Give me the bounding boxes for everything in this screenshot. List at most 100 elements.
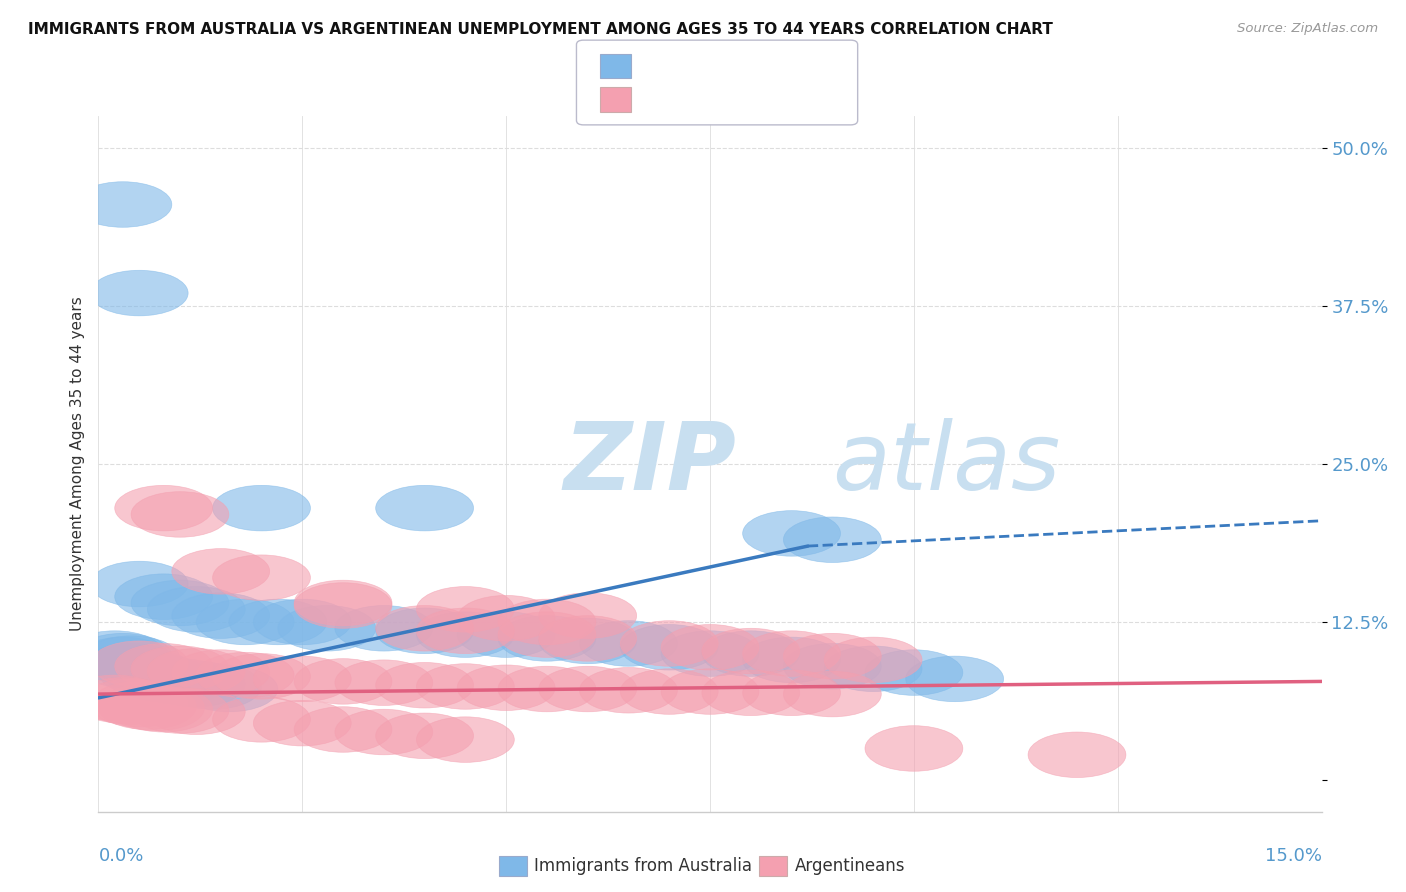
- Ellipse shape: [163, 664, 262, 709]
- Ellipse shape: [905, 657, 1004, 702]
- Ellipse shape: [824, 637, 922, 682]
- Ellipse shape: [82, 679, 180, 724]
- Ellipse shape: [82, 636, 180, 681]
- Text: IMMIGRANTS FROM AUSTRALIA VS ARGENTINEAN UNEMPLOYMENT AMONG AGES 35 TO 44 YEARS : IMMIGRANTS FROM AUSTRALIA VS ARGENTINEAN…: [28, 22, 1053, 37]
- Ellipse shape: [90, 641, 188, 687]
- Text: R = 0.230: R = 0.230: [643, 57, 741, 75]
- Ellipse shape: [82, 643, 180, 689]
- Ellipse shape: [180, 666, 278, 712]
- Ellipse shape: [498, 612, 596, 657]
- Ellipse shape: [498, 666, 596, 712]
- Ellipse shape: [457, 612, 555, 657]
- Ellipse shape: [457, 665, 555, 711]
- Ellipse shape: [253, 599, 352, 645]
- Ellipse shape: [783, 643, 882, 689]
- Ellipse shape: [375, 608, 474, 654]
- Ellipse shape: [335, 606, 433, 651]
- Text: 0.0%: 0.0%: [98, 847, 143, 864]
- Ellipse shape: [90, 681, 188, 727]
- Ellipse shape: [661, 631, 759, 676]
- Ellipse shape: [115, 687, 212, 732]
- Ellipse shape: [498, 615, 596, 661]
- Ellipse shape: [172, 549, 270, 594]
- Text: R = 0.033: R = 0.033: [643, 90, 741, 108]
- Text: N = 58: N = 58: [751, 90, 818, 108]
- Ellipse shape: [865, 649, 963, 696]
- Ellipse shape: [90, 561, 188, 607]
- Ellipse shape: [253, 700, 352, 746]
- Ellipse shape: [416, 717, 515, 763]
- Ellipse shape: [131, 491, 229, 537]
- Y-axis label: Unemployment Among Ages 35 to 44 years: Unemployment Among Ages 35 to 44 years: [69, 296, 84, 632]
- Ellipse shape: [212, 654, 311, 699]
- Ellipse shape: [375, 485, 474, 531]
- Ellipse shape: [416, 612, 515, 657]
- Ellipse shape: [294, 580, 392, 626]
- Ellipse shape: [416, 664, 515, 709]
- Ellipse shape: [172, 649, 270, 696]
- Ellipse shape: [131, 658, 229, 704]
- Ellipse shape: [416, 608, 515, 654]
- Ellipse shape: [375, 663, 474, 708]
- Ellipse shape: [742, 637, 841, 682]
- Ellipse shape: [131, 646, 229, 691]
- Ellipse shape: [579, 621, 678, 666]
- Ellipse shape: [538, 666, 637, 712]
- Ellipse shape: [661, 624, 759, 670]
- Ellipse shape: [620, 669, 718, 714]
- Ellipse shape: [783, 517, 882, 563]
- Ellipse shape: [824, 646, 922, 691]
- Ellipse shape: [107, 654, 204, 699]
- Ellipse shape: [742, 510, 841, 557]
- Ellipse shape: [98, 684, 197, 730]
- Ellipse shape: [865, 726, 963, 772]
- Ellipse shape: [115, 485, 212, 531]
- Ellipse shape: [538, 618, 637, 664]
- Ellipse shape: [212, 485, 311, 531]
- Ellipse shape: [1028, 732, 1126, 778]
- Ellipse shape: [702, 628, 800, 673]
- Ellipse shape: [229, 599, 326, 645]
- Ellipse shape: [212, 697, 311, 742]
- Ellipse shape: [115, 657, 212, 702]
- Ellipse shape: [620, 621, 718, 666]
- Ellipse shape: [538, 615, 637, 661]
- Ellipse shape: [620, 624, 718, 670]
- Ellipse shape: [742, 631, 841, 676]
- Text: Source: ZipAtlas.com: Source: ZipAtlas.com: [1237, 22, 1378, 36]
- Ellipse shape: [148, 689, 245, 734]
- Ellipse shape: [375, 606, 474, 651]
- Ellipse shape: [115, 643, 212, 689]
- Ellipse shape: [75, 182, 172, 227]
- Text: N = 42: N = 42: [751, 57, 818, 75]
- Ellipse shape: [107, 685, 204, 731]
- Ellipse shape: [783, 633, 882, 679]
- Ellipse shape: [457, 595, 555, 641]
- Ellipse shape: [115, 574, 212, 619]
- Ellipse shape: [294, 706, 392, 752]
- Ellipse shape: [90, 270, 188, 316]
- Ellipse shape: [498, 599, 596, 645]
- Text: Immigrants from Australia: Immigrants from Australia: [534, 857, 752, 875]
- Ellipse shape: [742, 670, 841, 715]
- Ellipse shape: [661, 669, 759, 714]
- Ellipse shape: [294, 582, 392, 628]
- Ellipse shape: [131, 580, 229, 626]
- Ellipse shape: [148, 648, 245, 694]
- Ellipse shape: [335, 709, 433, 755]
- Ellipse shape: [172, 593, 270, 639]
- Ellipse shape: [197, 599, 294, 645]
- Ellipse shape: [66, 675, 163, 721]
- Ellipse shape: [212, 555, 311, 600]
- Ellipse shape: [75, 633, 172, 679]
- Ellipse shape: [783, 672, 882, 717]
- Ellipse shape: [278, 606, 375, 651]
- Ellipse shape: [98, 649, 197, 696]
- Ellipse shape: [148, 661, 245, 706]
- Ellipse shape: [294, 658, 392, 704]
- Text: ZIP: ZIP: [564, 417, 737, 510]
- Ellipse shape: [148, 587, 245, 632]
- Ellipse shape: [335, 660, 433, 706]
- Ellipse shape: [702, 670, 800, 715]
- Ellipse shape: [416, 587, 515, 632]
